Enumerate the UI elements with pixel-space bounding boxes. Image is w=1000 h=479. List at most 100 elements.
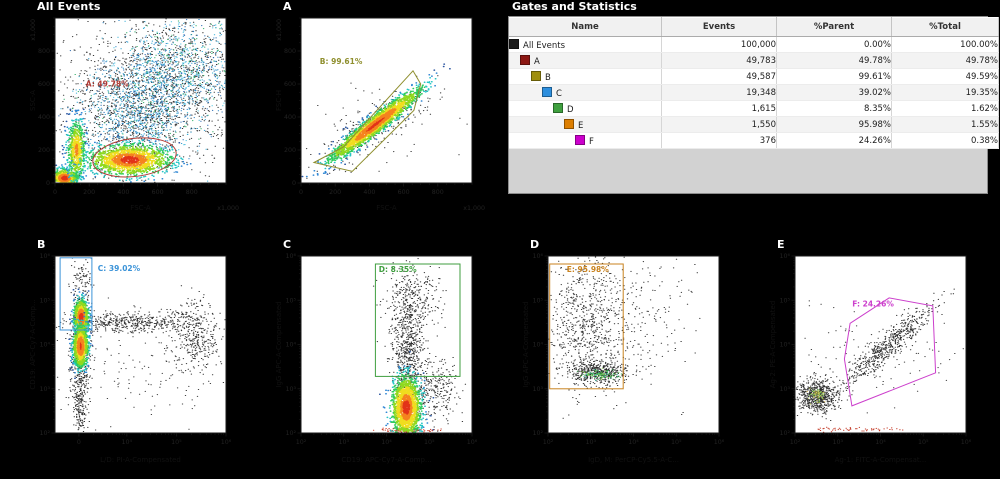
svg-text:0: 0 (292, 180, 296, 187)
svg-text:600: 600 (38, 81, 50, 88)
svg-text:x1,000: x1,000 (30, 19, 37, 41)
svg-text:0: 0 (299, 189, 303, 196)
events-cell: 49,783 (661, 52, 777, 69)
stats-row-a[interactable]: A 49,783 49.78% 49.78% (509, 52, 999, 69)
svg-text:10³: 10³ (39, 386, 50, 393)
svg-text:F: 24.26%: F: 24.26% (852, 299, 894, 308)
parent-cell: 95.98% (776, 116, 892, 133)
stats-row-e[interactable]: E 1,550 95.98% 1.55% (509, 116, 999, 133)
gate-name: A (534, 56, 540, 67)
svg-text:0: 0 (77, 439, 81, 446)
svg-text:800: 800 (186, 189, 198, 196)
svg-text:A: 49.78%: A: 49.78% (86, 80, 129, 89)
stats-col-parent[interactable]: %Parent (776, 17, 892, 37)
svg-text:10⁶: 10⁶ (961, 439, 972, 446)
stats-col-name[interactable]: Name (509, 17, 662, 37)
gate-name-cell: All Events (509, 36, 662, 53)
svg-text:10⁵: 10⁵ (285, 297, 296, 304)
gate-name-cell: D (509, 100, 662, 117)
stats-row-all-events[interactable]: All Events 100,000 0.00% 100.00% (509, 36, 999, 53)
gate-color-swatch (531, 70, 541, 81)
plot-canvas-a[interactable]: 0 200 400 600 800 FSC-A x1,000 0 200 400 600 800 FSC… (274, 13, 487, 213)
svg-text:10⁵: 10⁵ (171, 439, 182, 446)
plot-title-e: E (777, 238, 785, 251)
svg-text:FSC-A: FSC-A (376, 204, 397, 212)
total-cell: 1.55% (891, 116, 999, 133)
svg-text:10⁵: 10⁵ (39, 297, 50, 304)
stats-col-events[interactable]: Events (661, 17, 777, 37)
svg-text:200: 200 (38, 147, 50, 154)
svg-text:10⁶: 10⁶ (285, 253, 296, 260)
plot-all-events: All Events 0 200 400 600 800 FSC-A x1,000 0 200 4… (28, 0, 241, 213)
stats-row-f[interactable]: F 376 24.26% 0.38% (509, 132, 999, 149)
svg-text:FSC-A: FSC-A (130, 204, 151, 212)
svg-text:800: 800 (38, 48, 50, 55)
gate-name-cell: A (509, 52, 662, 69)
svg-text:B: 99.61%: B: 99.61% (320, 57, 363, 66)
plot-title-all-events: All Events (37, 0, 101, 13)
svg-text:200: 200 (284, 147, 296, 154)
parent-cell: 49.78% (776, 52, 892, 69)
svg-text:10⁵: 10⁵ (424, 439, 435, 446)
stats-row-d[interactable]: D 1,615 8.35% 1.62% (509, 100, 999, 117)
gate-name: C (556, 88, 562, 99)
plot-e: E 10² 10³ 10⁴ 10⁵ 10⁶ Ag-1: FITC-A-Compensat.… (768, 238, 981, 465)
svg-text:Ag-2: PE-A-Compensated: Ag-2: PE-A-Compensated (769, 301, 777, 389)
events-cell: 376 (661, 132, 777, 149)
svg-text:L/D: PI-A-Compensated: L/D: PI-A-Compensated (100, 456, 181, 464)
svg-text:10²: 10² (39, 430, 50, 437)
plot-canvas-b[interactable]: 0 10⁴ 10⁵ 10⁶ L/D: PI-A-Compensated 10² 10³ 10⁴… (28, 251, 241, 465)
stats-row-c[interactable]: C 19,348 39.02% 19.35% (509, 84, 999, 101)
svg-text:10⁴: 10⁴ (875, 439, 886, 446)
events-cell: 1,615 (661, 100, 777, 117)
stats-col-total[interactable]: %Total (891, 17, 999, 37)
svg-text:10⁵: 10⁵ (779, 297, 790, 304)
svg-text:IgG APC-A-Compensated: IgG APC-A-Compensated (275, 301, 283, 387)
svg-text:0: 0 (53, 189, 57, 196)
stats-panel-title: Gates and Statistics (512, 0, 637, 13)
svg-text:10⁶: 10⁶ (39, 253, 50, 260)
gates-statistics-table: Name Events %Parent %Total All Events 100,00… (509, 17, 999, 149)
stats-table-area: Name Events %Parent %Total All Events 100,00… (508, 16, 999, 194)
stats-body: All Events 100,000 0.00% 100.00% A 49,783 49.7… (509, 36, 999, 149)
events-cell: 1,550 (661, 116, 777, 133)
svg-text:10²: 10² (543, 439, 554, 446)
svg-text:C: 39.02%: C: 39.02% (98, 264, 141, 273)
stats-header-row: Name Events %Parent %Total (509, 17, 999, 37)
gate-name-cell: C (509, 84, 662, 101)
svg-text:800: 800 (284, 48, 296, 55)
svg-text:600: 600 (398, 189, 410, 196)
plot-b: B 0 10⁴ 10⁵ 10⁶ L/D: PI-A-Compensated 10² 10³ 1… (28, 238, 241, 465)
plot-d: D 10² 10³ 10⁴ 10⁵ 10⁶ IgD, M: PerCP-Cy5.5-A-C… (521, 238, 734, 465)
plot-title-d: D (530, 238, 540, 251)
svg-text:10³: 10³ (285, 386, 296, 393)
events-cell: 19,348 (661, 84, 777, 101)
plot-canvas-c[interactable]: 10² 10³ 10⁴ 10⁵ 10⁶ CD19: APC-Cy7-A-Comp... 10… (274, 251, 487, 465)
plot-c: C 10² 10³ 10⁴ 10⁵ 10⁶ CD19: APC-Cy7-A-Comp...… (274, 238, 487, 465)
plot-title-a: A (283, 0, 292, 13)
gate-color-swatch (553, 102, 563, 113)
svg-text:600: 600 (284, 81, 296, 88)
gate-name: All Events (523, 40, 566, 51)
plot-canvas-d[interactable]: 10² 10³ 10⁴ 10⁵ 10⁶ IgD, M: PerCP-Cy5.5-A-C..… (521, 251, 734, 465)
svg-text:10²: 10² (779, 430, 790, 437)
svg-text:10⁵: 10⁵ (532, 297, 543, 304)
svg-text:E: 95.98%: E: 95.98% (567, 265, 609, 274)
gate-color-swatch (542, 86, 552, 97)
gate-color-swatch (520, 54, 530, 65)
svg-text:Ag-1: FITC-A-Compensat...: Ag-1: FITC-A-Compensat... (835, 456, 927, 464)
svg-text:10⁴: 10⁴ (532, 342, 543, 349)
total-cell: 1.62% (891, 100, 999, 117)
plot-canvas-all-events[interactable]: 0 200 400 600 800 FSC-A x1,000 0 200 400 600 800 SSC… (28, 13, 241, 213)
svg-text:200: 200 (329, 189, 341, 196)
svg-text:10⁶: 10⁶ (532, 253, 543, 260)
parent-cell: 0.00% (776, 36, 892, 53)
stats-row-b[interactable]: B 49,587 99.61% 49.59% (509, 68, 999, 85)
svg-text:800: 800 (432, 189, 444, 196)
plot-title-c: C (283, 238, 292, 251)
plot-canvas-e[interactable]: 10² 10³ 10⁴ 10⁵ 10⁶ Ag-1: FITC-A-Compensat...… (768, 251, 981, 465)
gate-name-cell: B (509, 68, 662, 85)
parent-cell: 8.35% (776, 100, 892, 117)
svg-text:10⁶: 10⁶ (714, 439, 725, 446)
gate-color-swatch (575, 134, 585, 145)
